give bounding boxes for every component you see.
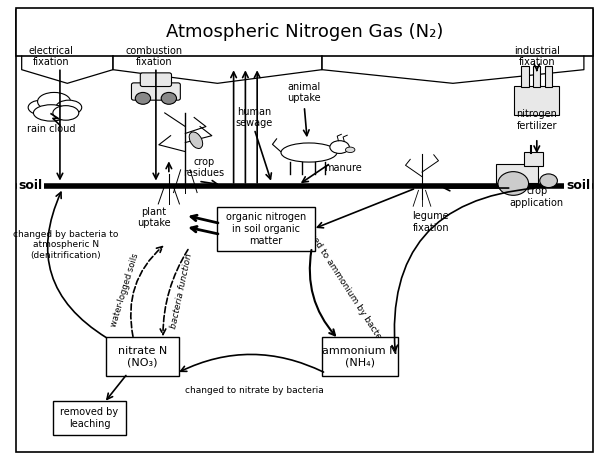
- FancyBboxPatch shape: [524, 152, 542, 166]
- Text: changed by bacteria to
atmospheric N
(denitrification): changed by bacteria to atmospheric N (de…: [13, 230, 119, 260]
- Ellipse shape: [34, 105, 69, 121]
- Text: bacteria function: bacteria function: [169, 252, 194, 329]
- Text: electrical
fixation: electrical fixation: [29, 46, 74, 67]
- Text: organic nitrogen
in soil organic
matter: organic nitrogen in soil organic matter: [226, 213, 306, 245]
- FancyBboxPatch shape: [496, 164, 538, 184]
- Ellipse shape: [346, 147, 355, 153]
- FancyBboxPatch shape: [53, 401, 126, 435]
- Text: human
sewage: human sewage: [236, 107, 273, 128]
- Text: animal
uptake: animal uptake: [287, 82, 321, 103]
- FancyBboxPatch shape: [131, 83, 181, 100]
- Text: water-logged soils: water-logged soils: [109, 252, 140, 328]
- FancyBboxPatch shape: [533, 66, 541, 87]
- FancyBboxPatch shape: [140, 73, 172, 87]
- Ellipse shape: [189, 132, 203, 148]
- FancyBboxPatch shape: [545, 66, 552, 87]
- FancyBboxPatch shape: [514, 86, 559, 115]
- Text: ammonium N
(NH₄): ammonium N (NH₄): [322, 346, 398, 367]
- Circle shape: [540, 174, 557, 188]
- Text: manure: manure: [323, 163, 361, 173]
- FancyBboxPatch shape: [521, 66, 529, 87]
- Circle shape: [135, 93, 151, 104]
- Circle shape: [498, 172, 529, 195]
- Text: industrial
fixation: industrial fixation: [514, 46, 560, 67]
- Text: removed by
leaching: removed by leaching: [61, 407, 118, 429]
- FancyBboxPatch shape: [16, 8, 593, 56]
- Text: changed to ammonium by bacteria: changed to ammonium by bacteria: [295, 212, 390, 351]
- Circle shape: [161, 93, 176, 104]
- Text: soil: soil: [19, 179, 43, 192]
- Ellipse shape: [28, 100, 54, 115]
- Text: combustion
fixation: combustion fixation: [125, 46, 182, 67]
- FancyBboxPatch shape: [106, 337, 179, 376]
- FancyBboxPatch shape: [322, 337, 398, 376]
- Ellipse shape: [53, 106, 79, 120]
- Text: nitrogen
fertilizer: nitrogen fertilizer: [517, 109, 557, 131]
- Text: crop
residues: crop residues: [184, 157, 225, 178]
- Ellipse shape: [281, 143, 337, 162]
- Text: plant
uptake: plant uptake: [137, 207, 171, 229]
- Text: nitrate N
(NO₃): nitrate N (NO₃): [118, 346, 167, 367]
- FancyBboxPatch shape: [217, 207, 314, 251]
- Ellipse shape: [38, 93, 71, 111]
- Text: rain cloud: rain cloud: [27, 124, 76, 134]
- Ellipse shape: [56, 100, 82, 115]
- Text: crop
application: crop application: [510, 186, 564, 208]
- Ellipse shape: [330, 141, 349, 153]
- Text: soil: soil: [566, 179, 590, 192]
- FancyBboxPatch shape: [16, 11, 593, 452]
- Text: changed to nitrate by bacteria: changed to nitrate by bacteria: [185, 386, 323, 395]
- Text: Atmospheric Nitrogen Gas (N₂): Atmospheric Nitrogen Gas (N₂): [166, 23, 443, 41]
- Text: legume
fixation: legume fixation: [413, 212, 449, 233]
